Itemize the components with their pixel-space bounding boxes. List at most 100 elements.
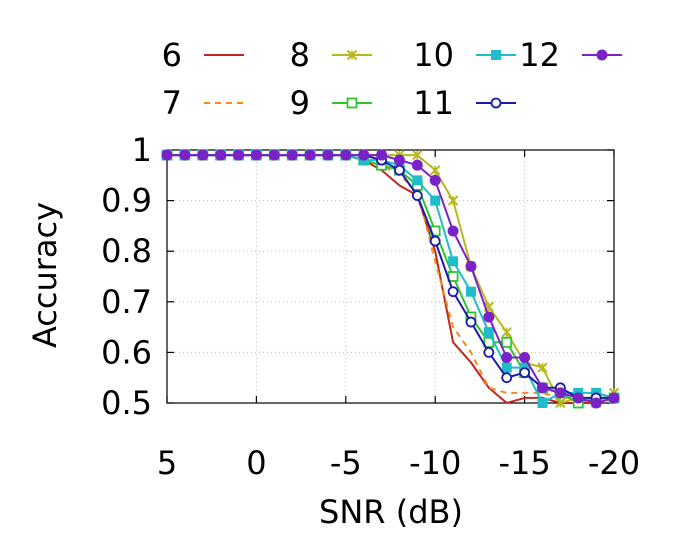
- y-tick-label: 0.8: [101, 232, 152, 270]
- data-point-12: [608, 392, 620, 404]
- legend-label: 9: [290, 84, 310, 122]
- legend-label: 8: [290, 36, 310, 74]
- data-point-10: [430, 195, 441, 206]
- data-point-10: [448, 256, 459, 267]
- data-point-11: [447, 286, 459, 298]
- data-point-12: [197, 149, 209, 161]
- data-point-12: [536, 382, 548, 394]
- legend-item-8: 8: [290, 36, 372, 74]
- axis-layer: 5 0 -5 -10 -15 -20 0.5 0.6 0.7 0.8 0.9 1: [101, 131, 640, 482]
- data-point-9: [447, 271, 459, 282]
- data-point-8: [555, 397, 566, 409]
- data-point-12: [393, 154, 405, 166]
- legend-marker: [346, 49, 358, 61]
- y-tick-label: 1: [132, 131, 152, 169]
- series-8: [161, 149, 620, 409]
- legend-label: 12: [519, 36, 560, 74]
- series-layer: [161, 149, 620, 409]
- data-point-12: [376, 149, 388, 161]
- x-tick-label: -10: [409, 444, 461, 482]
- data-point-10: [465, 286, 476, 297]
- legend-marker: [490, 97, 502, 109]
- data-point-8: [447, 195, 459, 206]
- data-point-12: [322, 149, 334, 161]
- data-point-12: [590, 397, 602, 409]
- legend-marker: [346, 97, 358, 109]
- series-line-9: [167, 154, 614, 404]
- data-point-11: [411, 190, 423, 201]
- data-point-8: [501, 326, 512, 338]
- x-tick-label: -5: [330, 444, 362, 482]
- data-point-12: [358, 149, 370, 161]
- x-tick-label: 0: [246, 444, 266, 482]
- series-9: [161, 149, 620, 409]
- data-point-12: [447, 225, 459, 237]
- legend-item-7: 7: [162, 84, 244, 122]
- data-point-10: [537, 398, 548, 408]
- legend-marker: [596, 49, 608, 61]
- data-point-11: [394, 164, 405, 176]
- legend-item-9: 9: [290, 84, 372, 122]
- series-7: [167, 154, 614, 399]
- data-point-11: [465, 316, 477, 328]
- legend-item-10: 10: [413, 36, 516, 74]
- series-12: [161, 149, 620, 409]
- legend: 6 7 8 9 10 11 12: [162, 36, 622, 122]
- y-tick-label: 0.7: [101, 283, 152, 321]
- data-point-11: [501, 372, 513, 384]
- data-point-11: [429, 235, 441, 247]
- plot-frame: [166, 149, 615, 404]
- legend-label: 6: [162, 36, 182, 74]
- series-line-8: [167, 154, 615, 404]
- data-point-12: [483, 311, 495, 323]
- data-point-12: [572, 392, 584, 404]
- data-point-12: [465, 260, 477, 272]
- y-axis-title: Accuracy: [26, 202, 64, 348]
- y-tick-label: 0.6: [101, 333, 152, 371]
- data-point-12: [304, 149, 316, 161]
- series-line-11: [167, 154, 614, 399]
- data-point-12: [250, 149, 262, 161]
- legend-label: 7: [162, 84, 182, 122]
- data-point-11: [483, 346, 495, 358]
- data-point-12: [340, 149, 352, 161]
- y-tick-label: 0.5: [101, 384, 152, 422]
- data-point-12: [501, 351, 513, 363]
- data-point-12: [215, 149, 227, 161]
- x-tick-label: 5: [157, 444, 177, 482]
- series-line-7: [167, 154, 614, 399]
- y-tick-label: 0.9: [101, 182, 152, 220]
- x-tick-label: -15: [498, 444, 550, 482]
- data-point-10: [412, 175, 423, 186]
- series-line-12: [167, 154, 615, 404]
- legend-item-11: 11: [413, 84, 516, 122]
- data-point-8: [412, 149, 423, 161]
- data-point-12: [429, 174, 441, 186]
- data-point-12: [286, 149, 298, 161]
- data-point-8: [429, 165, 441, 176]
- grid-layer: [167, 150, 614, 403]
- data-point-9: [501, 336, 513, 348]
- series-line-6: [167, 154, 615, 404]
- data-point-12: [179, 149, 191, 161]
- series-6: [167, 154, 615, 404]
- data-point-11: [519, 367, 530, 379]
- data-point-12: [411, 159, 423, 171]
- series-10: [162, 150, 619, 408]
- x-tick-label: -20: [588, 444, 640, 482]
- data-point-10: [483, 327, 494, 338]
- data-point-12: [161, 149, 173, 161]
- legend-label: 10: [413, 36, 454, 74]
- legend-marker: [491, 50, 501, 60]
- legend-label: 11: [413, 84, 454, 122]
- data-point-12: [554, 387, 566, 399]
- data-point-8: [537, 362, 548, 373]
- data-point-12: [519, 351, 531, 363]
- data-point-12: [268, 149, 280, 161]
- data-point-12: [233, 149, 245, 161]
- series-11: [161, 149, 620, 404]
- data-point-10: [501, 362, 512, 373]
- legend-item-12: 12: [519, 36, 622, 74]
- series-line-10: [167, 154, 615, 404]
